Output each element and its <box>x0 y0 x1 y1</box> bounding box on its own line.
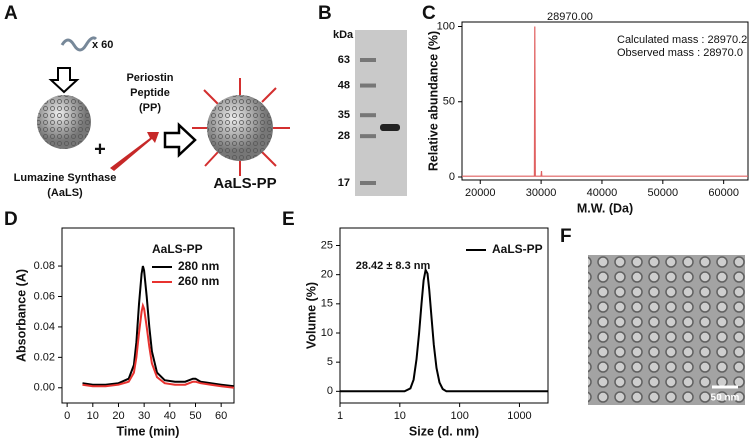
legend-label: 280 nm <box>178 259 219 273</box>
panel-label: B <box>318 3 332 24</box>
legend-title: AaLS-PP <box>152 242 203 256</box>
size-annotation: 28.42 ± 8.3 nm <box>356 260 431 272</box>
x-tick-label: 40000 <box>587 187 618 199</box>
y-axis-label: Absorbance (A) <box>14 269 28 362</box>
arrow-down <box>48 67 80 94</box>
y-tick-label: 50 <box>443 96 455 108</box>
scaffold-label: (AaLS) <box>47 187 83 199</box>
y-tick-label: 5 <box>327 356 333 368</box>
x-tick-label: 10 <box>87 410 99 422</box>
ladder-band <box>360 113 376 118</box>
panel-label: A <box>4 3 18 24</box>
legend-label: 260 nm <box>178 274 219 288</box>
y-tick-label: 10 <box>321 327 333 339</box>
x-tick-label: 1 <box>337 410 343 422</box>
data-line <box>340 267 548 393</box>
data-line <box>82 302 235 389</box>
micrograph-particles <box>588 255 745 405</box>
x-tick-label: 30 <box>138 410 150 422</box>
peak-label: 28970.00 <box>547 11 593 23</box>
gel <box>355 30 407 196</box>
y-axis-label: Relative abundance (%) <box>426 31 440 171</box>
scale-bar-label: 50 nm <box>711 393 740 404</box>
y-tick-label: 15 <box>321 298 333 310</box>
x-axis-label: Size (d. nm) <box>409 424 479 438</box>
peptide-label: Periostin <box>126 72 173 84</box>
arrow-right <box>163 122 197 158</box>
x-tick-label: 30000 <box>526 187 557 199</box>
x-tick-label: 60000 <box>708 187 739 199</box>
x-tick-label: 20000 <box>465 187 496 199</box>
y-tick-label: 0 <box>449 171 455 183</box>
peptide-spikes <box>192 78 290 176</box>
product-label: AaLS-PP <box>213 175 276 192</box>
peptide-label: (PP) <box>139 102 161 114</box>
ladder-band <box>360 134 376 139</box>
x-tick-label: 50000 <box>648 187 679 199</box>
peptide-label: Peptide <box>130 87 170 99</box>
x-tick-label: 10 <box>394 410 406 422</box>
protein-icon <box>60 36 98 52</box>
plot-frame <box>461 21 749 181</box>
x-tick-label: 50 <box>189 410 201 422</box>
panel-label: D <box>4 209 18 230</box>
y-tick-label: 0.02 <box>34 351 55 363</box>
ladder-band <box>360 83 376 88</box>
marker-label: 35 <box>338 109 350 121</box>
panel-label: C <box>422 3 436 24</box>
marker-label: 28 <box>338 130 350 142</box>
gel-unit: kDa <box>333 29 354 41</box>
sample-band <box>380 124 400 131</box>
data-line <box>82 265 235 388</box>
x-axis-label: Time (min) <box>117 424 180 438</box>
y-axis-label: Volume (%) <box>304 282 318 349</box>
y-tick-label: 0.00 <box>34 382 55 394</box>
x-axis-label: M.W. (Da) <box>577 201 633 215</box>
y-tick-label: 100 <box>437 20 455 32</box>
scaffold-texture <box>37 95 91 149</box>
y-tick-label: 0.08 <box>34 260 55 272</box>
x-tick-label: 20 <box>112 410 124 422</box>
multiplier: x 60 <box>92 39 113 51</box>
plot-frame <box>339 227 549 404</box>
x-tick-label: 40 <box>164 410 176 422</box>
marker-label: 48 <box>338 79 350 91</box>
y-tick-label: 0.04 <box>34 321 55 333</box>
scaffold-label: Lumazine Synthase <box>14 172 117 184</box>
plus: + <box>94 138 106 160</box>
panel-label: F <box>560 226 572 247</box>
x-tick-label: 60 <box>215 410 227 422</box>
plot-frame <box>61 227 235 404</box>
y-tick-label: 0.06 <box>34 290 55 302</box>
y-tick-label: 25 <box>321 239 333 251</box>
marker-label: 63 <box>338 54 350 66</box>
product-texture <box>207 95 273 161</box>
y-tick-label: 20 <box>321 269 333 281</box>
marker-label: 17 <box>338 177 350 189</box>
x-tick-label: 1000 <box>507 410 531 422</box>
y-tick-label: 0 <box>327 385 333 397</box>
x-tick-label: 100 <box>450 410 468 422</box>
data-line <box>462 26 748 177</box>
ladder-band <box>360 58 376 62</box>
x-tick-label: 0 <box>64 410 70 422</box>
panel-label: E <box>282 209 295 230</box>
mass-annotation: Observed mass : 28970.0 <box>617 47 743 59</box>
ladder-band <box>360 181 376 185</box>
peptide-arrow <box>110 132 159 171</box>
mass-annotation: Calculated mass : 28970.2 <box>617 34 747 46</box>
legend-label: AaLS-PP <box>492 242 543 256</box>
